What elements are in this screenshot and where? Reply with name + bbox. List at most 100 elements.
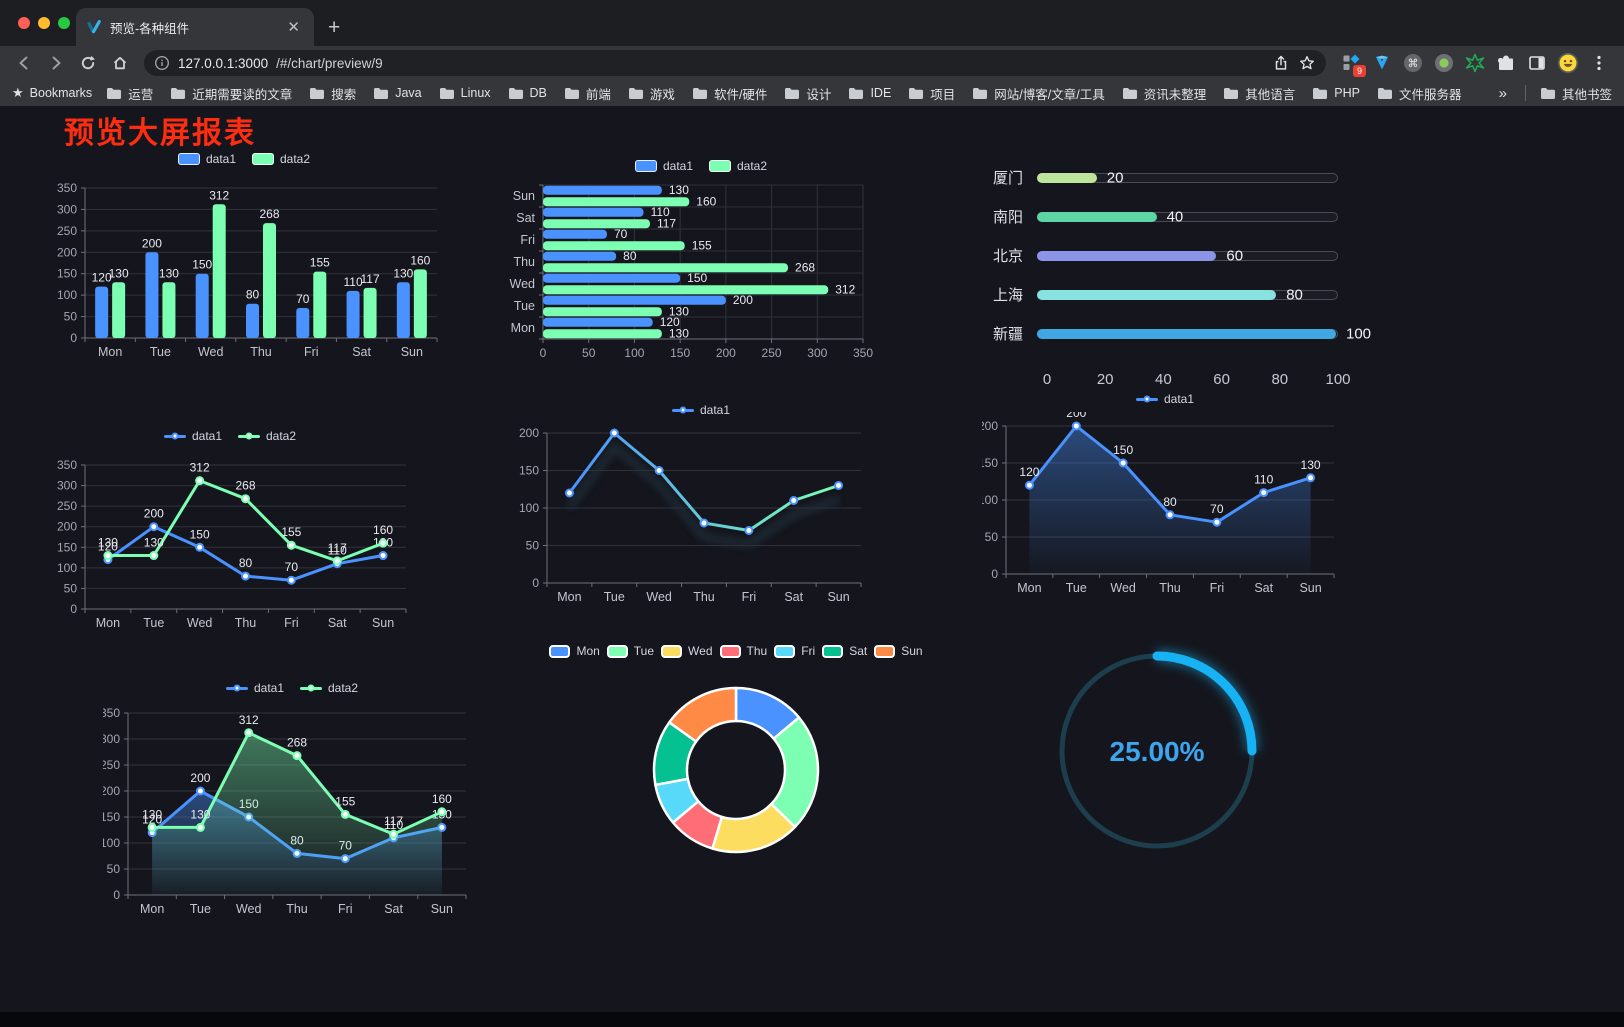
profile-avatar[interactable] <box>1557 52 1579 74</box>
c6-canvas[interactable]: 0 50 100 150 200 Mon Tue Wed Thu Fri Sat Sun 120 200 1… <box>978 406 1348 600</box>
bookmark-folder[interactable]: 文件服务器 <box>1377 84 1461 103</box>
svg-text:268: 268 <box>259 207 279 221</box>
home-button[interactable] <box>106 49 134 77</box>
legend-label: data1 <box>699 403 731 417</box>
legend-item-Fri[interactable]: Fri <box>774 644 815 658</box>
legend-item-Sun[interactable]: Sun <box>874 644 923 658</box>
chart-bar-horizontal[interactable]: data1 data2 0 50 100 150 200 250 300 350 Sun Sat Fr… <box>505 155 897 367</box>
svg-text:25.00%: 25.00% <box>1110 736 1205 767</box>
address-bar[interactable]: 127.0.0.1:3000 /#/chart/preview/9 <box>144 50 1326 76</box>
bookmark-label: 前端 <box>585 87 611 102</box>
bookmark-folder[interactable]: 设计 <box>784 84 831 103</box>
progress-row-厦门[interactable]: 厦门 20 <box>993 158 1338 197</box>
progress-track: 40 <box>1037 208 1338 225</box>
legend-item-Sat[interactable]: Sat <box>822 644 867 658</box>
progress-row-北京[interactable]: 北京 60 <box>993 236 1338 275</box>
extension-grid-icon[interactable]: 9 <box>1340 52 1366 77</box>
chart-line-area[interactable]: data1 0 50 100 150 200 Mon Tue Wed Thu Fri Sat Sun 1… <box>978 388 1348 600</box>
bookmark-folder[interactable]: 项目 <box>908 84 955 103</box>
browser-menu-button[interactable] <box>1588 52 1610 74</box>
c5-canvas[interactable]: 0 50 100 150 200 Mon Tue Wed Thu Fri Sat Sun <box>505 423 897 611</box>
bookmarks-root[interactable]: ★ Bookmarks <box>12 85 92 101</box>
minimize-window-button[interactable] <box>38 17 50 29</box>
bookmark-folder[interactable]: IDE <box>848 86 891 100</box>
chart-line-dual-area[interactable]: data1 data2 0 50 100 150 200 250 300 350 Mon Tue We… <box>100 677 481 923</box>
legend-label: Tue <box>633 644 655 658</box>
svg-text:110: 110 <box>328 544 347 558</box>
share-icon[interactable] <box>1272 54 1290 72</box>
svg-text:Wed: Wed <box>236 902 262 916</box>
bookmark-folder[interactable]: 前端 <box>564 84 611 103</box>
legend-item-data2[interactable]: data2 <box>300 681 358 695</box>
chart-bar-vertical[interactable]: data1 data2 0 50 100 150 200 250 300 350 Mon Tue We… <box>45 148 443 366</box>
close-window-button[interactable] <box>18 17 30 29</box>
svg-text:Thu: Thu <box>235 616 257 630</box>
browser-tab[interactable]: 预览-各种组件 ✕ <box>76 8 314 46</box>
bookmark-folder[interactable]: 网站/博客/文章/工具 <box>972 84 1105 103</box>
bookmark-label: 搜索 <box>331 87 357 102</box>
legend-item-Tue[interactable]: Tue <box>606 644 655 658</box>
bookmark-folder[interactable]: 搜索 <box>309 84 356 103</box>
new-tab-button[interactable]: + <box>328 16 341 39</box>
bookmark-folder[interactable]: DB <box>508 86 547 100</box>
tab-close-icon[interactable]: ✕ <box>287 19 300 36</box>
legend-item-data2[interactable]: data2 <box>252 152 310 166</box>
bookmark-folder[interactable]: 运营 <box>106 84 153 103</box>
legend-item-data1[interactable]: data1 <box>163 429 222 443</box>
c2-canvas[interactable]: 0 50 100 150 200 250 300 350 Sun Sat Fri Thu Wed Tue M… <box>505 179 897 367</box>
progress-row-南阳[interactable]: 南阳 40 <box>993 197 1338 236</box>
svg-text:0: 0 <box>113 888 120 902</box>
legend-item-Wed[interactable]: Wed <box>661 644 713 658</box>
back-button[interactable] <box>10 49 38 77</box>
svg-text:150: 150 <box>687 271 707 285</box>
side-panel-icon[interactable] <box>1526 52 1548 74</box>
gauge-canvas[interactable]: 25.00% <box>1040 634 1274 868</box>
other-bookmarks-folder[interactable]: 其他书签 <box>1540 84 1612 103</box>
c4-canvas[interactable]: 0 50 100 150 200 250 300 350 Mon Tue Wed Thu Fri Sat S… <box>46 449 414 635</box>
legend-item-data1[interactable]: data1 <box>177 152 236 166</box>
legend-swatch <box>225 684 248 692</box>
bookmark-star-icon[interactable] <box>1298 54 1316 72</box>
svg-text:312: 312 <box>239 713 259 727</box>
bookmark-folder[interactable]: 其他语言 <box>1223 84 1295 103</box>
reload-button[interactable] <box>74 49 102 77</box>
bookmark-folder[interactable]: 软件/硬件 <box>692 84 767 103</box>
legend-item-data2[interactable]: data2 <box>709 159 767 173</box>
legend-item-data1[interactable]: data1 <box>225 681 284 695</box>
chart-line-gradient[interactable]: data1 0 50 100 150 200 Mon Tue Wed Thu Fri Sat Sun <box>505 399 897 611</box>
legend-item-data1[interactable]: data1 <box>1135 392 1194 406</box>
bookmarks-overflow-button[interactable]: » <box>1498 84 1507 102</box>
legend-item-data1[interactable]: data1 <box>634 159 693 173</box>
maximize-window-button[interactable] <box>58 17 70 29</box>
legend-item-Mon[interactable]: Mon <box>549 644 600 658</box>
chart-line-dual[interactable]: data1 data2 0 50 100 150 200 250 300 350 Mon Tue We… <box>46 425 414 635</box>
progress-row-新疆[interactable]: 新疆 100 <box>993 314 1371 353</box>
legend-item-data2[interactable]: data2 <box>238 429 296 443</box>
green-star-extension-icon[interactable] <box>1464 52 1486 74</box>
forward-button[interactable] <box>42 49 70 77</box>
chart-donut[interactable]: Mon Tue Wed Thu Fri Sat Sun <box>549 640 923 892</box>
legend-item-data1[interactable]: data1 <box>671 403 731 417</box>
bookmark-folder[interactable]: Java <box>373 86 422 100</box>
chart-legend: data1 data2 <box>505 155 897 177</box>
bookmark-folder[interactable]: 近期需要读的文章 <box>170 84 292 103</box>
donut-canvas[interactable] <box>550 664 922 876</box>
svg-text:Sun: Sun <box>1299 581 1321 595</box>
legend-item-Thu[interactable]: Thu <box>719 644 767 658</box>
puzzle-extensions-icon[interactable] <box>1495 52 1517 74</box>
c1-canvas[interactable]: 0 50 100 150 200 250 300 350 Mon Tue Wed Thu Fri Sat S… <box>45 172 443 366</box>
chart-gauge[interactable]: 25.00% <box>1040 634 1274 868</box>
svg-text:250: 250 <box>762 346 782 360</box>
command-extension-icon[interactable]: ⌘ <box>1402 52 1424 74</box>
blue-gem-glyph <box>1376 55 1388 70</box>
green-dot-extension-icon[interactable] <box>1433 52 1455 74</box>
bookmark-folder[interactable]: Linux <box>439 86 491 100</box>
bookmark-folder[interactable]: 游戏 <box>628 84 675 103</box>
blue-gem-extension-icon[interactable] <box>1371 52 1393 74</box>
progress-row-上海[interactable]: 上海 80 <box>993 275 1338 314</box>
bookmark-folder[interactable]: 资讯未整理 <box>1122 84 1206 103</box>
bookmark-folder[interactable]: PHP <box>1312 86 1360 100</box>
site-info-icon[interactable] <box>154 55 170 71</box>
chart-progress-bars[interactable]: 厦门 20 南阳 40 北京 60 上海 80 新疆 100 0 20 40 60 80 100 <box>993 158 1371 388</box>
c7-canvas[interactable]: 0 50 100 150 200 250 300 350 Mon Tue Wed Thu Fri Sat S… <box>100 701 481 923</box>
